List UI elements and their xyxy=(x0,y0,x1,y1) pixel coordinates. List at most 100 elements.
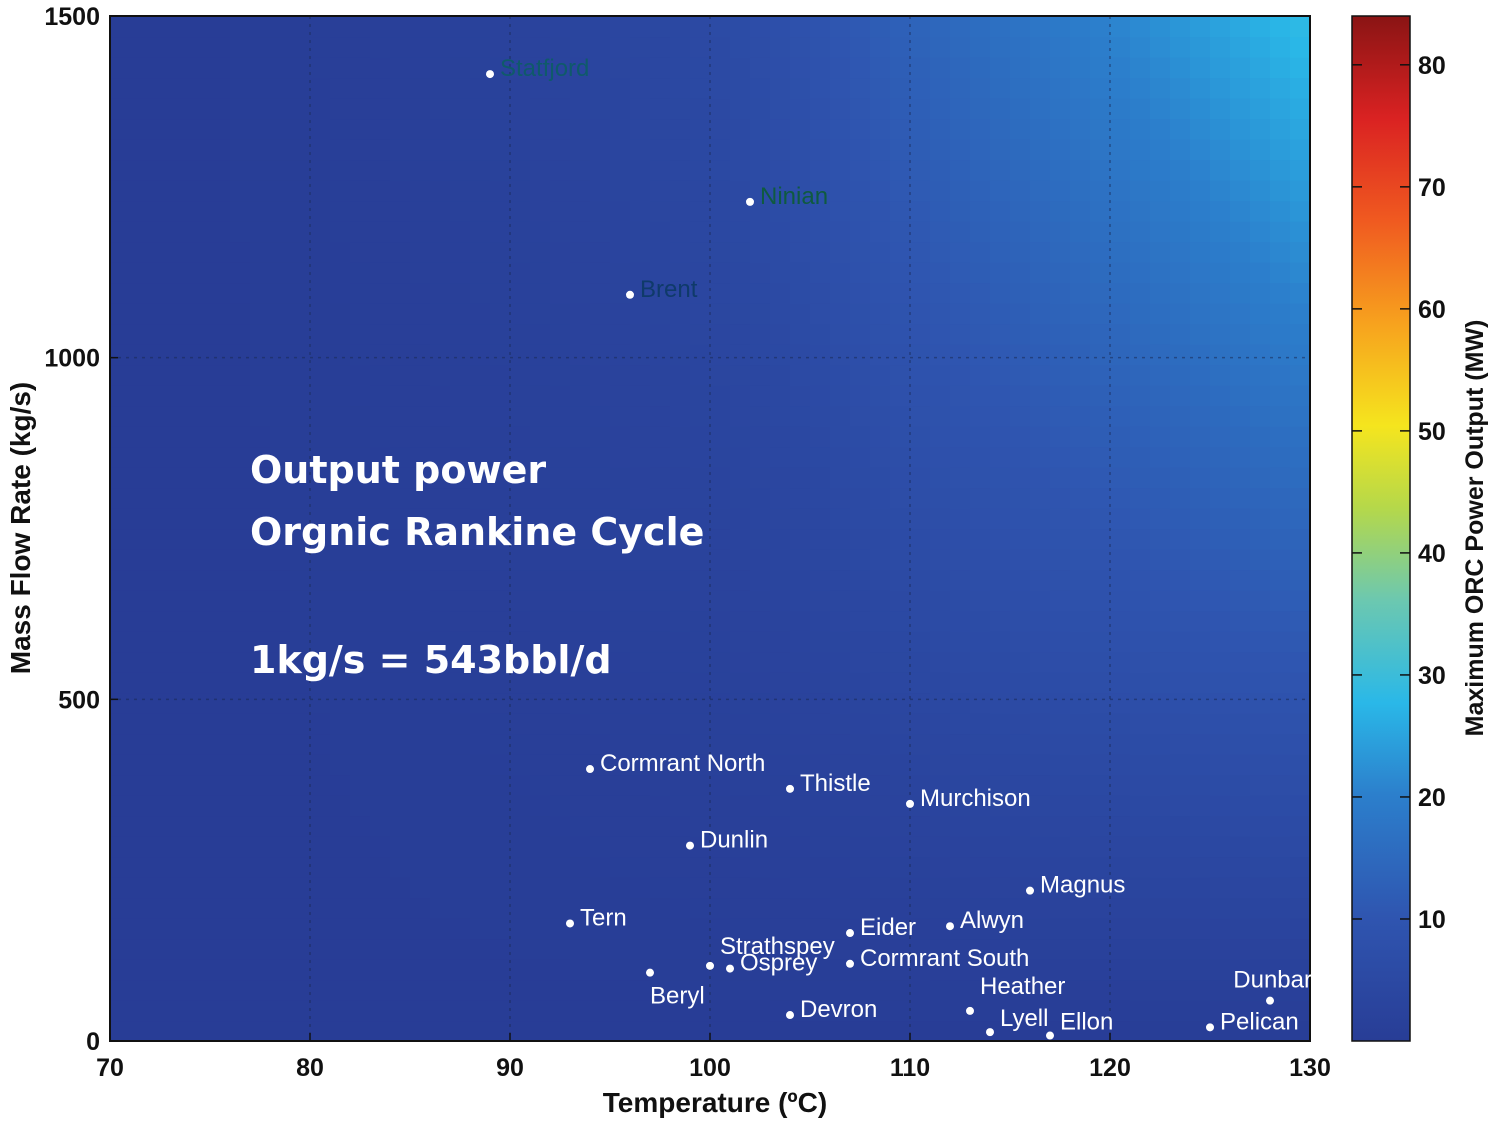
heat-cell xyxy=(130,385,151,407)
heat-cell xyxy=(730,57,751,79)
heat-cell xyxy=(610,959,631,981)
heat-cell xyxy=(1210,344,1231,366)
heat-cell xyxy=(1090,651,1111,673)
heat-cell xyxy=(170,159,191,181)
heat-cell xyxy=(1210,118,1231,140)
heat-cell xyxy=(350,364,371,386)
heat-cell xyxy=(610,651,631,673)
heat-cell xyxy=(230,446,251,468)
heat-cell xyxy=(630,651,651,673)
heat-cell xyxy=(850,590,871,612)
heat-cell xyxy=(710,282,731,304)
heat-cell xyxy=(710,221,731,243)
heat-cell xyxy=(1190,323,1211,345)
heat-cell xyxy=(590,877,611,899)
heat-cell xyxy=(1170,979,1191,1001)
heat-cell xyxy=(1170,262,1191,284)
heat-cell xyxy=(430,323,451,345)
heat-cell xyxy=(910,877,931,899)
heat-cell xyxy=(1270,692,1291,714)
heat-cell xyxy=(1210,549,1231,571)
heat-cell xyxy=(870,815,891,837)
heat-cell xyxy=(1090,180,1111,202)
heat-cell xyxy=(510,815,531,837)
heat-cell xyxy=(1090,385,1111,407)
heat-cell xyxy=(210,795,231,817)
heat-cell xyxy=(770,16,791,38)
heat-cell xyxy=(810,815,831,837)
heat-cell xyxy=(370,877,391,899)
heat-cell xyxy=(1130,692,1151,714)
heat-cell xyxy=(1270,1020,1291,1041)
heat-cell xyxy=(870,631,891,653)
heat-cell xyxy=(810,36,831,58)
heat-cell xyxy=(790,569,811,591)
heat-cell xyxy=(930,303,951,325)
heat-cell xyxy=(690,733,711,755)
heat-cell xyxy=(910,918,931,940)
heat-cell xyxy=(1150,610,1171,632)
heat-cell xyxy=(970,672,991,694)
heat-cell xyxy=(610,528,631,550)
heat-cell xyxy=(990,426,1011,448)
heat-cell xyxy=(950,323,971,345)
heat-cell xyxy=(910,467,931,489)
heat-cell xyxy=(230,918,251,940)
heat-cell xyxy=(1290,590,1310,612)
heat-cell xyxy=(410,631,431,653)
heat-cell xyxy=(330,262,351,284)
colorbar-tick-label: 70 xyxy=(1418,174,1446,202)
heat-cell xyxy=(530,282,551,304)
heat-cell xyxy=(530,262,551,284)
heat-cell xyxy=(710,344,731,366)
heat-cell xyxy=(630,897,651,919)
heat-cell xyxy=(930,282,951,304)
heat-cell xyxy=(990,57,1011,79)
heat-cell xyxy=(970,200,991,222)
heat-cell xyxy=(910,241,931,263)
heat-cell xyxy=(1270,528,1291,550)
heat-cell xyxy=(330,897,351,919)
heat-cell xyxy=(1290,1020,1310,1041)
heat-cell xyxy=(730,118,751,140)
heat-cell xyxy=(990,733,1011,755)
heat-cell xyxy=(470,774,491,796)
heat-cell xyxy=(570,897,591,919)
heat-cell xyxy=(1010,692,1031,714)
heat-cell xyxy=(910,672,931,694)
heat-cell xyxy=(850,221,871,243)
heat-cell xyxy=(410,651,431,673)
heat-cell xyxy=(690,344,711,366)
colorbar-tick-label: 40 xyxy=(1418,540,1446,568)
heat-cell xyxy=(970,610,991,632)
heat-cell xyxy=(890,221,911,243)
heat-cell xyxy=(530,241,551,263)
heat-cell xyxy=(130,528,151,550)
heat-cell xyxy=(330,323,351,345)
heat-cell xyxy=(1190,200,1211,222)
colorbar-title: Maximum ORC Power Output (MW) xyxy=(1461,320,1489,737)
heat-cell xyxy=(210,692,231,714)
heat-cell xyxy=(170,241,191,263)
heat-cell xyxy=(310,139,331,161)
heat-cell xyxy=(1030,98,1051,120)
heat-cell xyxy=(930,590,951,612)
heat-cell xyxy=(370,774,391,796)
heat-cell xyxy=(1110,897,1131,919)
heat-cell xyxy=(350,426,371,448)
heat-cell xyxy=(910,508,931,530)
heat-cell xyxy=(970,754,991,776)
heat-cell xyxy=(350,323,371,345)
heat-cell xyxy=(950,344,971,366)
heat-cell xyxy=(650,610,671,632)
heat-cell xyxy=(990,672,1011,694)
heat-cell xyxy=(590,446,611,468)
heat-cell xyxy=(390,405,411,427)
heat-cell xyxy=(390,1000,411,1022)
heat-cell xyxy=(930,549,951,571)
x-tick-label: 130 xyxy=(1289,1054,1331,1082)
heat-cell xyxy=(890,36,911,58)
heat-cell xyxy=(1270,344,1291,366)
heat-cell xyxy=(1190,98,1211,120)
